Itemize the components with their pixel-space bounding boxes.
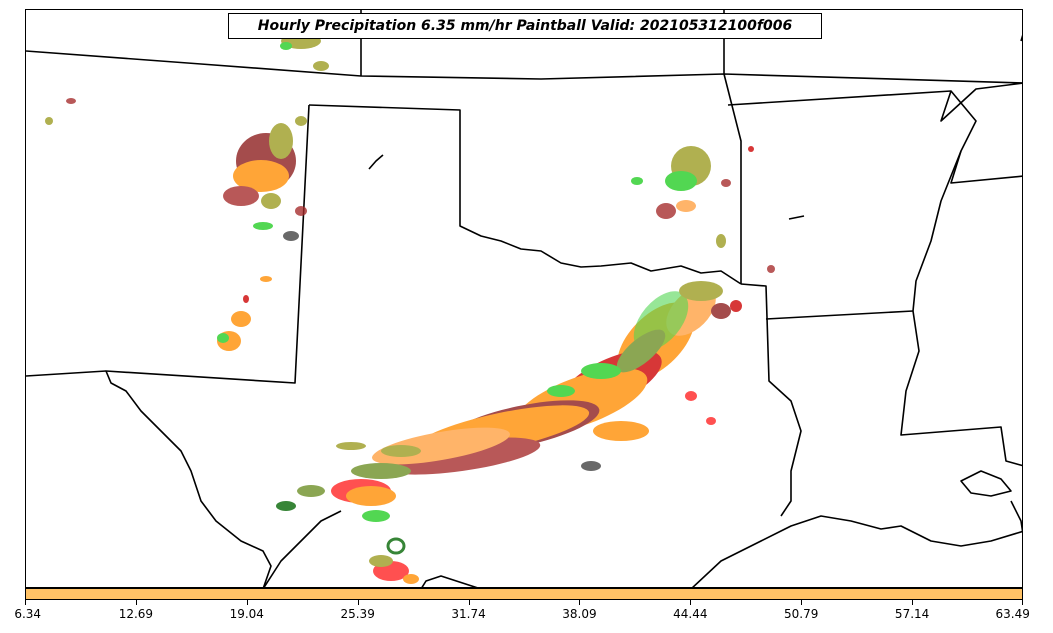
colorbar-tick-label: 6.34: [14, 607, 42, 621]
colorbar-tick: [801, 600, 803, 605]
colorbar-tick: [25, 600, 26, 605]
map-panel: [25, 9, 1023, 588]
colorbar-tick: [468, 600, 470, 605]
colorbar-tick-label: 38.09: [562, 607, 597, 621]
colorbar-tick-label: 44.44: [673, 607, 708, 621]
colorbar-tick-label: 50.79: [784, 607, 819, 621]
colorbar-tick-label: 57.14: [894, 607, 930, 621]
colorbar-tick-label: 63.49: [995, 607, 1030, 621]
colorbar-tick: [357, 600, 359, 605]
colorbar-tick: [690, 600, 692, 605]
colorbar-tick-label: 19.04: [229, 607, 264, 621]
colorbar-tick: [1022, 600, 1023, 605]
colorbar-tick-label: 31.74: [451, 607, 486, 621]
colorbar-tick: [135, 600, 137, 605]
colorbar-tick-label: 25.39: [340, 607, 375, 621]
precip-ensemble-blobs: [45, 33, 775, 584]
colorbar: [25, 588, 1023, 600]
colorbar-tick: [246, 600, 248, 605]
colorbar-tick: [912, 600, 914, 605]
map-title: Hourly Precipitation 6.35 mm/hr Paintbal…: [228, 13, 822, 39]
colorbar-tick-label: 12.69: [118, 607, 154, 621]
state-boundaries: [26, 10, 1022, 587]
precipitation-map: [26, 10, 1022, 587]
colorbar-tick: [579, 600, 581, 605]
